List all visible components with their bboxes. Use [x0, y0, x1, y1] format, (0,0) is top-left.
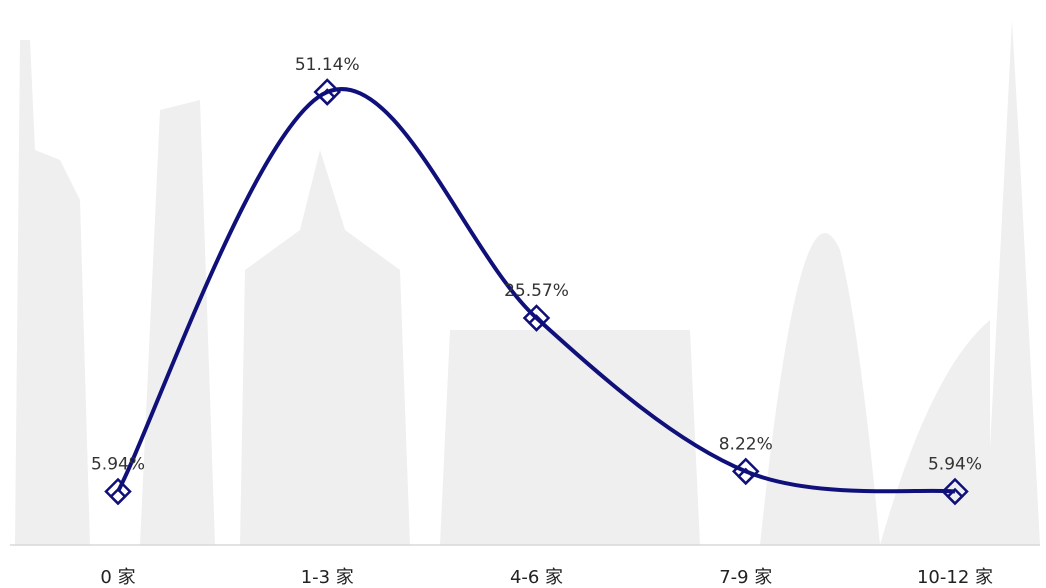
value-label: 5.94% — [91, 454, 145, 474]
x-tick-label: 4-6 家 — [510, 567, 563, 588]
value-label: 25.57% — [504, 281, 569, 301]
value-label: 51.14% — [295, 55, 360, 75]
marker — [522, 304, 551, 332]
value-label: 5.94% — [928, 454, 982, 474]
marker — [941, 477, 969, 506]
marker-part — [109, 487, 127, 506]
line — [116, 87, 956, 494]
marker — [313, 78, 342, 106]
x-tick-label: 7-9 家 — [719, 567, 772, 588]
x-tick-label: 1-3 家 — [301, 567, 354, 588]
value-label: 8.22% — [719, 434, 773, 454]
x-tick-label: 0 家 — [100, 567, 135, 588]
marker-part — [946, 487, 964, 506]
marker-part — [318, 88, 337, 106]
marker — [731, 457, 760, 486]
marker-part — [527, 314, 546, 332]
x-tick-label: 10-12 家 — [917, 567, 993, 588]
marker — [104, 477, 132, 506]
background-silhouettes — [15, 20, 1040, 545]
marker-part — [736, 467, 755, 486]
